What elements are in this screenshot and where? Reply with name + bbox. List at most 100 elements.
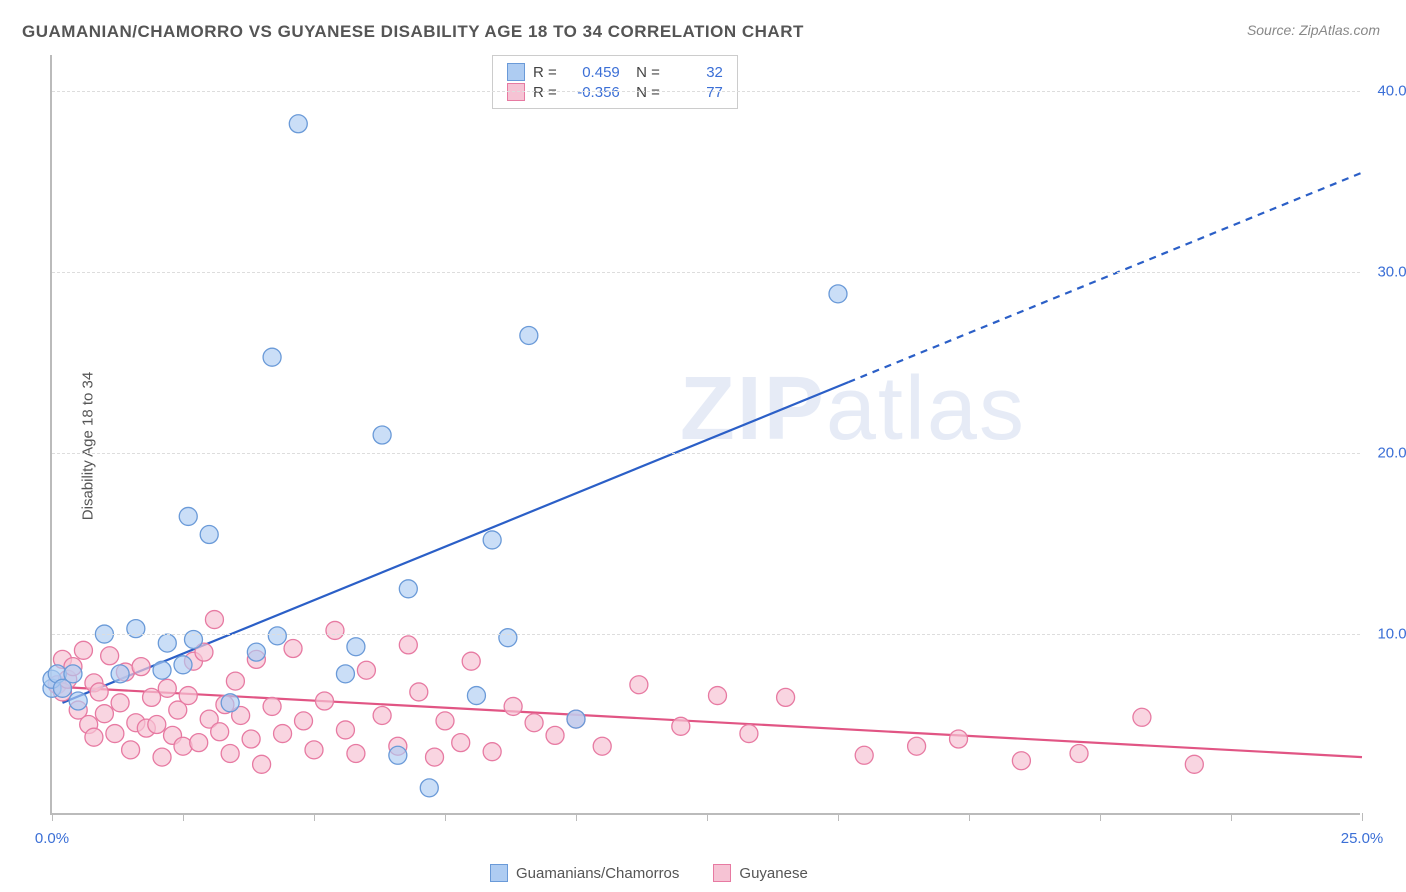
scatter-point	[462, 652, 480, 670]
legend-item-series2: Guyanese	[713, 864, 807, 882]
scatter-point	[373, 426, 391, 444]
x-tick	[1231, 813, 1232, 821]
scatter-point	[1185, 755, 1203, 773]
scatter-point	[179, 687, 197, 705]
gridline-h	[52, 91, 1360, 92]
scatter-point	[148, 716, 166, 734]
scatter-point	[467, 687, 485, 705]
scatter-point	[1070, 744, 1088, 762]
scatter-point	[174, 656, 192, 674]
scatter-point	[1012, 752, 1030, 770]
x-tick-label: 0.0%	[35, 830, 69, 847]
scatter-point	[268, 627, 286, 645]
legend-label-series1: Guamanians/Chamorros	[516, 865, 679, 882]
scatter-point	[777, 688, 795, 706]
scatter-point	[143, 688, 161, 706]
plot-svg	[52, 55, 1360, 813]
scatter-point	[399, 636, 417, 654]
scatter-point	[226, 672, 244, 690]
scatter-point	[347, 638, 365, 656]
gridline-h	[52, 453, 1360, 454]
scatter-point	[295, 712, 313, 730]
scatter-point	[221, 744, 239, 762]
x-tick	[1100, 813, 1101, 821]
scatter-point	[950, 730, 968, 748]
scatter-point	[452, 734, 470, 752]
x-tick	[707, 813, 708, 821]
x-tick	[1362, 813, 1363, 821]
scatter-point	[829, 285, 847, 303]
x-tick	[183, 813, 184, 821]
scatter-point	[158, 679, 176, 697]
scatter-point	[95, 705, 113, 723]
scatter-point	[520, 326, 538, 344]
plot-area: ZIPatlas R = 0.459 N = 32 R = -0.356 N =…	[50, 55, 1360, 815]
regression-line-solid	[62, 382, 848, 703]
scatter-point	[263, 348, 281, 366]
scatter-point	[740, 725, 758, 743]
scatter-point	[247, 643, 265, 661]
scatter-point	[855, 746, 873, 764]
x-tick	[314, 813, 315, 821]
scatter-point	[274, 725, 292, 743]
scatter-point	[190, 734, 208, 752]
scatter-point	[357, 661, 375, 679]
y-tick-label: 10.0%	[1377, 626, 1406, 643]
scatter-point	[101, 647, 119, 665]
x-tick	[52, 813, 53, 821]
scatter-point	[284, 640, 302, 658]
scatter-point	[389, 746, 407, 764]
scatter-point	[504, 697, 522, 715]
scatter-point	[263, 697, 281, 715]
scatter-point	[205, 611, 223, 629]
scatter-point	[373, 706, 391, 724]
x-tick	[838, 813, 839, 821]
scatter-point	[399, 580, 417, 598]
chart-title: GUAMANIAN/CHAMORRO VS GUYANESE DISABILIT…	[22, 22, 804, 42]
scatter-point	[153, 748, 171, 766]
scatter-point	[630, 676, 648, 694]
scatter-point	[242, 730, 260, 748]
gridline-h	[52, 634, 1360, 635]
scatter-point	[111, 665, 129, 683]
scatter-point	[567, 710, 585, 728]
x-tick	[969, 813, 970, 821]
scatter-point	[546, 726, 564, 744]
x-tick	[576, 813, 577, 821]
scatter-point	[436, 712, 454, 730]
scatter-point	[326, 621, 344, 639]
scatter-point	[289, 115, 307, 133]
scatter-point	[253, 755, 271, 773]
scatter-point	[153, 661, 171, 679]
scatter-point	[64, 665, 82, 683]
scatter-point	[483, 531, 501, 549]
scatter-point	[174, 737, 192, 755]
y-tick-label: 20.0%	[1377, 445, 1406, 462]
scatter-point	[106, 725, 124, 743]
source-attribution: Source: ZipAtlas.com	[1247, 22, 1380, 38]
regression-line-dashed	[848, 173, 1362, 383]
scatter-point	[499, 629, 517, 647]
y-tick-label: 40.0%	[1377, 83, 1406, 100]
scatter-point	[200, 526, 218, 544]
scatter-point	[90, 683, 108, 701]
scatter-point	[305, 741, 323, 759]
scatter-point	[336, 665, 354, 683]
y-tick-label: 30.0%	[1377, 264, 1406, 281]
scatter-point	[483, 743, 501, 761]
scatter-point	[336, 721, 354, 739]
scatter-point	[708, 687, 726, 705]
scatter-point	[179, 507, 197, 525]
scatter-point	[908, 737, 926, 755]
scatter-point	[315, 692, 333, 710]
legend-swatch-series2	[713, 864, 731, 882]
scatter-point	[221, 694, 239, 712]
scatter-point	[85, 728, 103, 746]
scatter-point	[420, 779, 438, 797]
scatter-point	[347, 744, 365, 762]
scatter-point	[211, 723, 229, 741]
legend-swatch-series1	[490, 864, 508, 882]
scatter-point	[74, 641, 92, 659]
bottom-legend: Guamanians/Chamorros Guyanese	[490, 864, 808, 882]
legend-item-series1: Guamanians/Chamorros	[490, 864, 679, 882]
